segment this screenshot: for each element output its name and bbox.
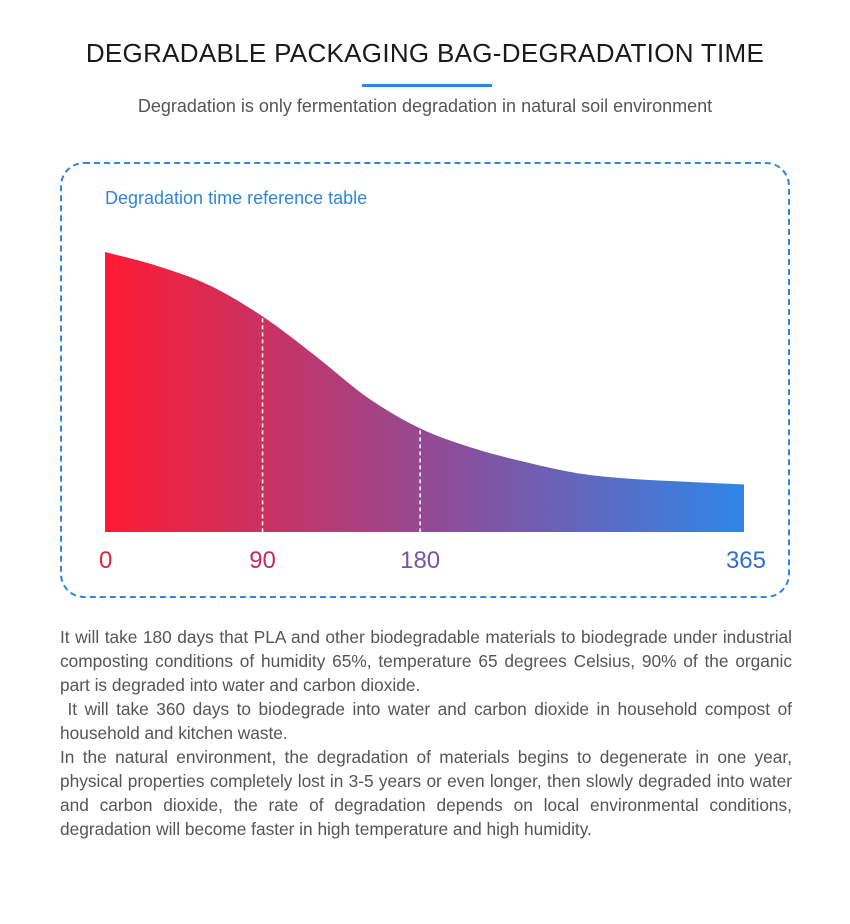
page-subtitle: Degradation is only fermentation degrada… (137, 96, 713, 116)
tick-label-180: 180 (400, 547, 440, 574)
description-text: It will take 180 days that PLA and other… (60, 625, 792, 841)
tick-label-365: 365 (726, 547, 766, 574)
description-paragraph: It will take 180 days that PLA and other… (60, 627, 792, 695)
title-underline (362, 84, 492, 87)
chart-caption: Degradation time reference table (105, 188, 368, 208)
description-paragraph: In the natural environment, the degradat… (60, 747, 792, 839)
tick-label-0: 0 (99, 547, 112, 574)
degradation-area (105, 252, 744, 532)
page-title: DEGRADABLE PACKAGING BAG-DEGRADATION TIM… (85, 38, 765, 68)
chart-panel (60, 162, 790, 598)
tick-label-90: 90 (249, 547, 276, 574)
description-paragraph: It will take 360 days to biodegrade into… (60, 699, 797, 743)
